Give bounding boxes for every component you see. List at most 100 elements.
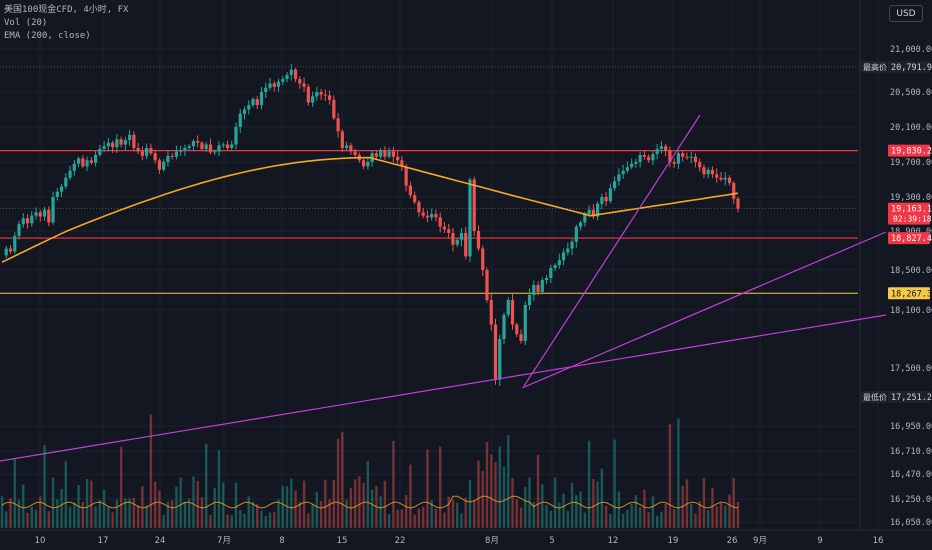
volume-bar xyxy=(13,459,16,528)
candle-body xyxy=(689,156,693,158)
price-label-resistance: 19,830.25 xyxy=(888,144,932,157)
candle xyxy=(302,77,306,92)
price-label-value: 18,827.41 xyxy=(891,234,932,244)
time-tick-label: 8月 xyxy=(485,536,499,546)
currency-button[interactable]: USD xyxy=(889,5,923,22)
price-tick-label: 21,000.00 xyxy=(890,45,932,55)
volume-bar xyxy=(132,497,136,528)
volume-bar xyxy=(239,510,242,528)
volume-bar xyxy=(634,495,638,528)
volume-bar xyxy=(153,481,157,528)
price-label-value: 19,163.14 xyxy=(891,205,932,215)
candle-body xyxy=(230,144,234,148)
volume-bar xyxy=(213,487,216,528)
candle xyxy=(638,151,642,168)
candle xyxy=(625,161,629,174)
candle xyxy=(421,207,425,219)
candle-body xyxy=(668,150,672,162)
candle xyxy=(719,171,723,182)
candle-body xyxy=(93,155,98,163)
candle xyxy=(723,172,727,186)
candle xyxy=(102,141,106,153)
volume-bar xyxy=(73,502,76,528)
candle-body xyxy=(310,96,315,103)
candle xyxy=(685,152,689,160)
candle-body xyxy=(196,141,200,143)
volume-bar xyxy=(443,512,446,528)
symbol-title[interactable]: 美国100现金CFD, 4小时, FX xyxy=(4,5,129,15)
candle xyxy=(213,149,217,156)
volume-bar xyxy=(119,447,123,528)
candle-body xyxy=(685,156,689,158)
candle-body xyxy=(527,295,532,305)
candle-body xyxy=(651,154,655,161)
candle-body xyxy=(268,83,272,88)
candle-body xyxy=(727,177,732,183)
volume-bar xyxy=(404,494,408,528)
volume-bar xyxy=(609,513,612,528)
price-tick-label: 19,700.00 xyxy=(890,158,932,168)
candle-body xyxy=(162,162,166,170)
candle xyxy=(17,220,21,240)
candle-body xyxy=(451,232,455,245)
candle xyxy=(727,175,732,186)
candle xyxy=(21,213,25,228)
candle xyxy=(468,177,472,263)
volume-bar xyxy=(647,512,650,528)
candle xyxy=(451,228,455,252)
ema-200-line xyxy=(1,156,739,263)
candle-body xyxy=(638,155,642,162)
candle xyxy=(515,322,519,338)
volume-bar xyxy=(392,440,395,528)
volume-bar xyxy=(655,515,659,528)
candle-body xyxy=(221,144,225,146)
candle xyxy=(281,75,285,86)
price-tick-label: 17,500.00 xyxy=(890,364,932,374)
volume-bar xyxy=(353,479,357,528)
candle xyxy=(481,245,485,276)
volume-bar xyxy=(141,486,144,528)
volume-bar xyxy=(536,454,540,528)
volume-bar xyxy=(524,487,527,528)
time-tick-label: 9月 xyxy=(753,536,767,546)
volume-bar xyxy=(34,509,38,528)
volume-bar xyxy=(64,461,68,528)
candle-body xyxy=(570,241,574,249)
candle xyxy=(259,87,264,110)
candle xyxy=(289,63,293,81)
volume-bar xyxy=(281,485,284,528)
candle-body xyxy=(17,224,21,236)
candle-body xyxy=(30,215,34,224)
candle-body xyxy=(566,248,570,253)
candle-body xyxy=(544,278,549,280)
candle-body xyxy=(519,334,523,341)
candle-body xyxy=(676,153,681,164)
candle xyxy=(642,150,647,160)
candle-body xyxy=(81,158,85,167)
time-tick-label: 26 xyxy=(727,536,738,546)
candle xyxy=(327,90,332,105)
price-label-bg xyxy=(888,390,930,403)
volume-bar xyxy=(387,513,391,528)
candle-body xyxy=(187,146,191,148)
candle xyxy=(64,172,68,190)
candle-body xyxy=(502,314,506,339)
trendline-steep xyxy=(523,114,701,387)
candle-body xyxy=(59,186,64,192)
candle xyxy=(706,167,710,179)
candle xyxy=(413,191,417,205)
volume-bar xyxy=(566,511,570,528)
volume-bar xyxy=(672,509,676,528)
candle xyxy=(366,158,370,170)
volume-indicator-label[interactable]: Vol (20) xyxy=(4,18,48,28)
candle xyxy=(285,72,289,83)
candle xyxy=(736,196,740,213)
volume-bar xyxy=(613,439,616,528)
candle xyxy=(672,158,676,168)
volume-bar xyxy=(315,491,319,528)
candle xyxy=(196,135,200,148)
volume-bar xyxy=(715,506,718,528)
candle-body xyxy=(468,179,472,257)
ema-indicator-label[interactable]: EMA (200, close) xyxy=(4,31,91,41)
